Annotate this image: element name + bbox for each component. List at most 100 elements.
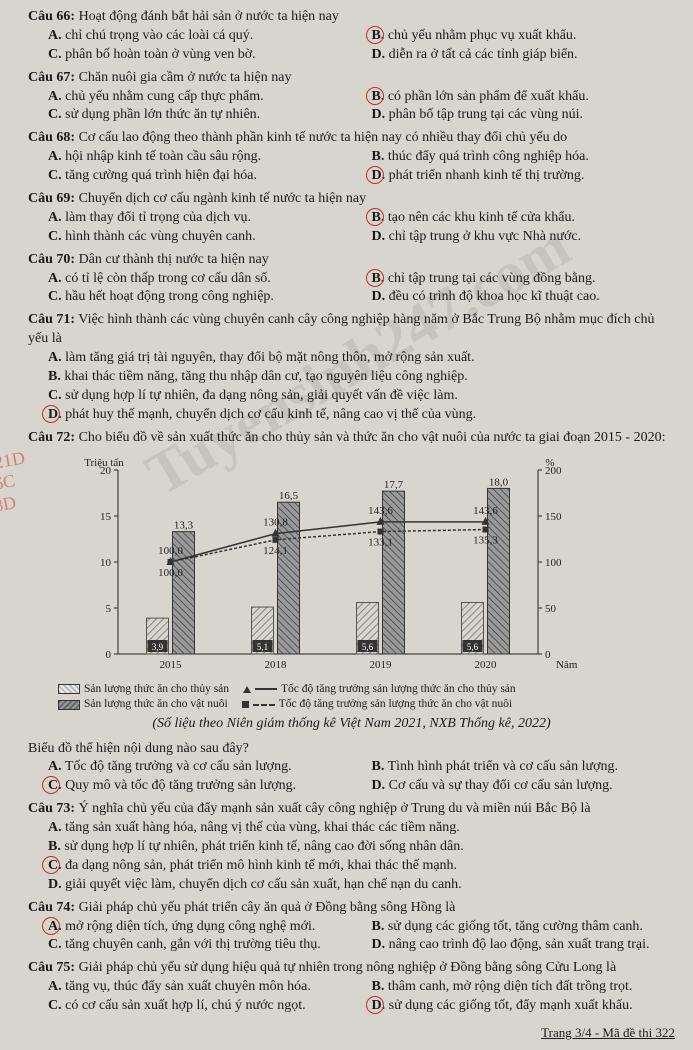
question-72b: Biểu đồ thể hiện nội dung nào sau đây?A.… <box>28 740 675 797</box>
option-C[interactable]: C. sử dụng hợp lí tự nhiên, đa dạng nông… <box>28 387 675 406</box>
page-footer: Trang 3/4 - Mã đề thi 322 <box>28 1024 675 1042</box>
margin-note: 6C <box>0 468 17 496</box>
question-74: Câu 74: Giải pháp chủ yếu phát triển cây… <box>28 899 675 956</box>
question-67: Câu 67: Chăn nuôi gia cầm ở nước ta hiện… <box>28 69 675 126</box>
option-A[interactable]: A. hội nhập kinh tế toàn cầu sâu rộng. <box>28 148 352 167</box>
options: A. làm tăng giá trị tài nguyên, thay đổi… <box>28 349 675 425</box>
option-A[interactable]: A. Tốc độ tăng trưởng và cơ cấu sản lượn… <box>28 758 352 777</box>
option-D[interactable]: D. phân bố tập trung tại các vùng núi. <box>352 106 676 125</box>
svg-text:133,1: 133,1 <box>368 536 393 548</box>
question-75: Câu 75: Giải pháp chủ yếu sử dụng hiệu q… <box>28 959 675 1016</box>
chart: 05101520050100150200Triệu tấn%3,913,3201… <box>68 452 675 682</box>
question-70: Câu 70: Dân cư thành thị nước ta hiện na… <box>28 251 675 308</box>
option-B[interactable]: B. chủ yếu nhằm phục vụ xuất khẩu. <box>352 27 676 46</box>
svg-text:%: % <box>545 457 554 469</box>
option-C[interactable]: C. có cơ cấu sản xuất hợp lí, chú ý nước… <box>28 997 352 1016</box>
svg-text:100,0: 100,0 <box>158 545 183 557</box>
option-C[interactable]: C. hầu hết hoạt động trong công nghiệp. <box>28 288 352 307</box>
options: A. tăng vụ, thúc đẩy sản xuất chuyên môn… <box>28 978 675 1016</box>
option-D[interactable]: D. giải quyết việc làm, chuyển dịch cơ c… <box>28 876 675 895</box>
option-C[interactable]: C. sử dụng phần lớn thức ăn tự nhiên. <box>28 106 352 125</box>
question-69: Câu 69: Chuyển dịch cơ cấu ngành kinh tế… <box>28 190 675 247</box>
option-A[interactable]: A. chỉ chú trọng vào các loài cá quý. <box>28 27 352 46</box>
svg-text:143,6: 143,6 <box>473 504 498 516</box>
option-B[interactable]: B. thúc đẩy quá trình công nghiệp hóa. <box>352 148 676 167</box>
option-C[interactable]: C. Quy mô và tốc độ tăng trưởng sản lượn… <box>28 777 352 796</box>
svg-text:5: 5 <box>106 603 112 615</box>
option-C[interactable]: C. tăng cường quá trình hiện đại hóa. <box>28 167 352 186</box>
option-B[interactable]: B. sử dụng hợp lí tự nhiên, phát triển k… <box>28 838 675 857</box>
svg-text:50: 50 <box>545 603 557 615</box>
option-B[interactable]: B. thâm canh, mở rộng diện tích đất trồn… <box>352 978 676 997</box>
question-73: Câu 73: Ý nghĩa chủ yếu của đẩy mạnh sản… <box>28 800 675 894</box>
options: A. chỉ chú trọng vào các loài cá quý.B. … <box>28 27 675 65</box>
svg-text:2015: 2015 <box>160 659 183 671</box>
option-D[interactable]: D. diễn ra ở tất cả các tỉnh giáp biển. <box>352 46 676 65</box>
option-B[interactable]: B. có phần lớn sản phẩm để xuất khẩu. <box>352 88 676 107</box>
svg-text:143,6: 143,6 <box>368 504 393 516</box>
chart-source: (Số liệu theo Niên giám thống kê Việt Na… <box>28 715 675 734</box>
svg-text:135,3: 135,3 <box>473 534 498 546</box>
option-A[interactable]: A. có tỉ lệ còn thấp trong cơ cấu dân số… <box>28 270 352 289</box>
option-D[interactable]: D. nâng cao trình độ lao động, sản xuất … <box>352 936 676 955</box>
svg-text:3,9: 3,9 <box>152 642 164 652</box>
question-stem: Câu 75: Giải pháp chủ yếu sử dụng hiệu q… <box>28 959 675 978</box>
svg-text:Triệu tấn: Triệu tấn <box>84 457 124 469</box>
option-D[interactable]: D. sử dụng các giống tốt, đẩy mạnh xuất … <box>352 997 676 1016</box>
question-stem: Câu 69: Chuyển dịch cơ cấu ngành kinh tế… <box>28 190 675 209</box>
options: A. tăng sản xuất hàng hóa, nâng vị thế c… <box>28 819 675 895</box>
svg-text:100: 100 <box>545 557 562 569</box>
option-B[interactable]: B. khai thác tiềm năng, tăng thu nhập dâ… <box>28 368 675 387</box>
options: A. mở rộng diện tích, ứng dụng công nghệ… <box>28 918 675 956</box>
option-A[interactable]: A. làm tăng giá trị tài nguyên, thay đổi… <box>28 349 675 368</box>
svg-text:0: 0 <box>106 649 112 661</box>
question-stem: Câu 68: Cơ cấu lao động theo thành phần … <box>28 129 675 148</box>
svg-text:15: 15 <box>100 511 112 523</box>
svg-text:16,5: 16,5 <box>279 490 299 502</box>
svg-text:2019: 2019 <box>370 659 393 671</box>
svg-text:5,1: 5,1 <box>257 642 268 652</box>
option-A[interactable]: A. tăng sản xuất hàng hóa, nâng vị thế c… <box>28 819 675 838</box>
option-D[interactable]: D. phát triển nhanh kinh tế thị trường. <box>352 167 676 186</box>
question-stem: Câu 70: Dân cư thành thị nước ta hiện na… <box>28 251 675 270</box>
option-A[interactable]: A. chủ yếu nhằm cung cấp thực phẩm. <box>28 88 352 107</box>
option-C[interactable]: C. phân bố hoàn toàn ở vùng ven bờ. <box>28 46 352 65</box>
option-B[interactable]: B. Tình hình phát triển và cơ cấu sản lư… <box>352 758 676 777</box>
svg-text:130,8: 130,8 <box>263 516 288 528</box>
svg-text:100,0: 100,0 <box>158 567 183 579</box>
options: A. chủ yếu nhằm cung cấp thực phẩm.B. có… <box>28 88 675 126</box>
option-B[interactable]: B. tạo nên các khu kinh tế cửa khẩu. <box>352 209 676 228</box>
option-C[interactable]: C. tăng chuyên canh, gắn với thị trường … <box>28 936 352 955</box>
option-A[interactable]: A. mở rộng diện tích, ứng dụng công nghệ… <box>28 918 352 937</box>
option-D[interactable]: D. Cơ cấu và sự thay đổi cơ cấu sản lượn… <box>352 777 676 796</box>
svg-text:124,1: 124,1 <box>263 544 288 556</box>
option-D[interactable]: D. phát huy thế mạnh, chuyển dịch cơ cấu… <box>28 406 675 425</box>
options: A. làm thay đổi tỉ trọng của dịch vụ.B. … <box>28 209 675 247</box>
options: A. Tốc độ tăng trưởng và cơ cấu sản lượn… <box>28 758 675 796</box>
option-C[interactable]: C. hình thành các vùng chuyên canh. <box>28 228 352 247</box>
option-D[interactable]: D. chỉ tập trung ở khu vực Nhà nước. <box>352 228 676 247</box>
margin-note: 21D <box>0 445 27 474</box>
question-72: Câu 72: Cho biểu đồ về sản xuất thức ăn … <box>28 429 675 734</box>
question-stem: Câu 72: Cho biểu đồ về sản xuất thức ăn … <box>28 429 675 448</box>
option-A[interactable]: A. làm thay đổi tỉ trọng của dịch vụ. <box>28 209 352 228</box>
svg-text:13,3: 13,3 <box>174 519 194 531</box>
option-B[interactable]: B. sử dụng các giống tốt, tăng cường thâ… <box>352 918 676 937</box>
question-68: Câu 68: Cơ cấu lao động theo thành phần … <box>28 129 675 186</box>
question-stem: Câu 66: Hoạt động đánh bắt hải sản ở nướ… <box>28 8 675 27</box>
option-D[interactable]: D. đều có trình độ khoa học kĩ thuật cao… <box>352 288 676 307</box>
question-66: Câu 66: Hoạt động đánh bắt hải sản ở nướ… <box>28 8 675 65</box>
svg-text:2020: 2020 <box>475 659 498 671</box>
question-stem: Câu 67: Chăn nuôi gia cầm ở nước ta hiện… <box>28 69 675 88</box>
svg-text:17,7: 17,7 <box>384 479 404 491</box>
svg-text:10: 10 <box>100 557 112 569</box>
options: A. có tỉ lệ còn thấp trong cơ cấu dân số… <box>28 270 675 308</box>
svg-text:5,6: 5,6 <box>362 642 374 652</box>
option-B[interactable]: B. chỉ tập trung tại các vùng đồng bằng. <box>352 270 676 289</box>
option-C[interactable]: C. đa dạng nông sản, phát triển mô hình … <box>28 857 675 876</box>
question-stem: Câu 71: Việc hình thành các vùng chuyên … <box>28 311 675 349</box>
question-list: Câu 66: Hoạt động đánh bắt hải sản ở nướ… <box>28 8 675 1016</box>
option-A[interactable]: A. tăng vụ, thúc đẩy sản xuất chuyên môn… <box>28 978 352 997</box>
question-stem: Biểu đồ thể hiện nội dung nào sau đây? <box>28 740 675 759</box>
options: A. hội nhập kinh tế toàn cầu sâu rộng.B.… <box>28 148 675 186</box>
